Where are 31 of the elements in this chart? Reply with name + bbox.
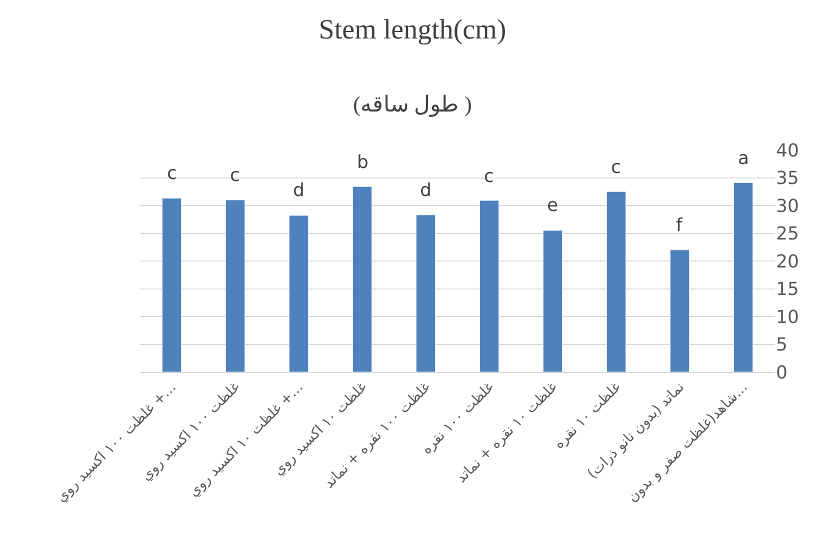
annotation: c bbox=[230, 165, 240, 186]
annotation: c bbox=[611, 157, 621, 178]
bar bbox=[733, 182, 754, 372]
annotation: c bbox=[484, 166, 494, 187]
bar bbox=[352, 186, 372, 372]
y-tick-label: 10 bbox=[776, 306, 799, 328]
y-tick-label: 0 bbox=[776, 362, 788, 384]
bar bbox=[288, 215, 309, 372]
annotation: b bbox=[357, 152, 368, 173]
bar bbox=[542, 230, 563, 372]
chart-title: Stem length(cm) bbox=[318, 14, 506, 46]
bar bbox=[670, 250, 690, 372]
bar bbox=[162, 198, 182, 372]
annotation: a bbox=[738, 148, 750, 169]
y-tick-label: 5 bbox=[776, 334, 788, 356]
annotation: d bbox=[420, 180, 432, 201]
bar bbox=[479, 200, 500, 372]
annotation: d bbox=[293, 180, 304, 201]
y-tick-label: 35 bbox=[776, 168, 799, 190]
y-tick-label: 20 bbox=[776, 251, 799, 272]
y-tick-label: 30 bbox=[776, 196, 799, 217]
y-tick-label: 40 bbox=[776, 140, 799, 162]
bar bbox=[416, 214, 436, 372]
y-tick-label: 25 bbox=[776, 224, 799, 245]
annotation: f bbox=[676, 215, 683, 236]
y-tick-label: 15 bbox=[776, 279, 799, 300]
bar bbox=[225, 200, 246, 372]
annotation: c bbox=[167, 163, 177, 184]
chart-subtitle: (طول ساقه ) bbox=[353, 91, 472, 118]
bar bbox=[606, 191, 626, 372]
annotation: e bbox=[547, 195, 558, 216]
